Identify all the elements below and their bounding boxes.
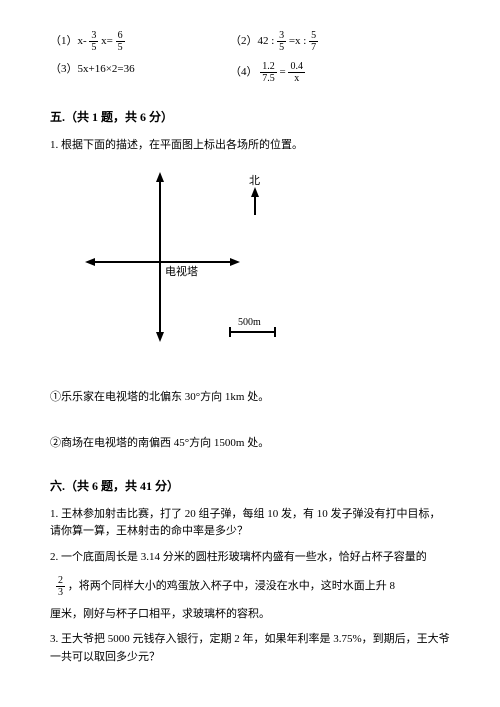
section6-q1: 1. 王林参加射击比赛，打了 20 组子弹，每组 10 发，有 10 发子弹没有…: [50, 506, 450, 541]
section5-title: 五.（共 1 题，共 6 分）: [50, 108, 450, 127]
eq3-text: （3）5x+16×2=36: [50, 63, 135, 75]
diagram-svg: 电视塔 北 500m: [80, 167, 300, 367]
section5-item1: ①乐乐家在电视塔的北偏东 30°方向 1km 处。: [50, 389, 450, 407]
frac-den: x: [288, 73, 305, 84]
eq1-mid: x=: [101, 35, 115, 47]
equation-2: （2）42 : 3 5 =x : 5 7: [230, 30, 318, 53]
eq2-frac1: 3 5: [277, 30, 286, 53]
frac-den: 7.5: [260, 73, 277, 84]
equation-3: （3）5x+16×2=36: [50, 61, 230, 84]
frac-num: 2: [56, 575, 65, 587]
eq2-mid: =x :: [289, 35, 309, 47]
eq4-frac2: 0.4 x: [288, 61, 305, 84]
north-label: 北: [249, 174, 260, 187]
eq4-label: （4）: [230, 66, 258, 78]
section6-q2-line1: 2. 一个底面周长是 3.14 分米的圆柱形玻璃杯内盛有一些水，恰好占杯子容量的: [50, 549, 450, 567]
section6-q2-line2: 2 3 ，将两个同样大小的鸡蛋放入杯子中，浸没在水中，这时水面上升 8: [50, 575, 450, 598]
frac-num: 0.4: [288, 61, 305, 73]
frac-num: 1.2: [260, 61, 277, 73]
scale-label: 500m: [238, 317, 261, 328]
arrow-left-icon: [85, 258, 95, 266]
eq1-frac2: 6 5: [116, 30, 125, 53]
eq2-label: （2）42 :: [230, 35, 277, 47]
diagram-container: 电视塔 北 500m: [80, 167, 450, 374]
frac-num: 3: [89, 30, 98, 42]
arrow-down-icon: [156, 332, 164, 342]
section6-title: 六.（共 6 题，共 41 分）: [50, 477, 450, 496]
frac-num: 3: [277, 30, 286, 42]
eq4-eq: =: [280, 66, 289, 78]
section5-q1: 1. 根据下面的描述，在平面图上标出各场所的位置。: [50, 137, 450, 155]
eq4-frac1: 1.2 7.5: [260, 61, 277, 84]
section6-q2-line3: 厘米，刚好与杯子口相平，求玻璃杯的容积。: [50, 606, 450, 624]
eq2-frac2: 5 7: [309, 30, 318, 53]
equation-row-1: （1）x- 3 5 x= 6 5 （2）42 : 3 5 =x : 5 7: [50, 30, 450, 53]
equation-row-2: （3）5x+16×2=36 （4） 1.2 7.5 = 0.4 x: [50, 61, 450, 84]
frac-den: 5: [277, 42, 286, 53]
frac-den: 5: [89, 42, 98, 53]
arrow-right-icon: [230, 258, 240, 266]
tower-label: 电视塔: [165, 264, 198, 278]
eq1-label: （1）x-: [50, 35, 87, 47]
q2-text-a: 2. 一个底面周长是 3.14 分米的圆柱形玻璃杯内盛有一些水，恰好占杯子容量的: [50, 551, 427, 563]
equation-4: （4） 1.2 7.5 = 0.4 x: [230, 61, 305, 84]
spacer: [50, 415, 450, 435]
frac-den: 3: [56, 587, 65, 598]
section5-item2: ②商场在电视塔的南偏西 45°方向 1500m 处。: [50, 435, 450, 453]
q2-frac: 2 3: [56, 575, 65, 598]
arrow-up-icon: [156, 172, 164, 182]
frac-num: 6: [116, 30, 125, 42]
eq1-frac1: 3 5: [89, 30, 98, 53]
equation-1: （1）x- 3 5 x= 6 5: [50, 30, 230, 53]
frac-num: 5: [309, 30, 318, 42]
section6-q3: 3. 王大爷把 5000 元钱存入银行，定期 2 年，如果年利率是 3.75%，…: [50, 631, 450, 666]
q2-text-b: ，将两个同样大小的鸡蛋放入杯子中，浸没在水中，这时水面上升 8: [68, 580, 395, 592]
frac-den: 7: [309, 42, 318, 53]
frac-den: 5: [116, 42, 125, 53]
north-arrow-icon: [251, 187, 259, 197]
